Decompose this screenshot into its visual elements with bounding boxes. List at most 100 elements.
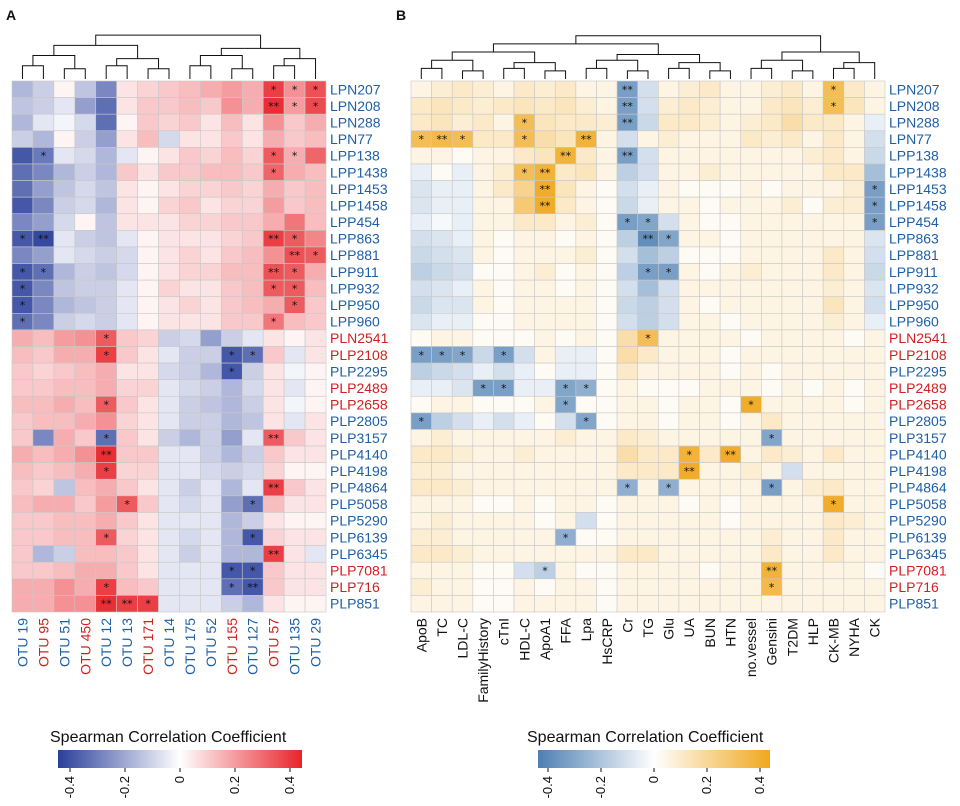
heatmap-cell (74, 395, 97, 414)
heatmap-cell (431, 578, 453, 596)
heatmap-cell (658, 80, 680, 98)
heatmap-cell (699, 313, 721, 331)
heatmap-cell (451, 163, 474, 181)
heatmap-cell (864, 462, 886, 480)
heatmap-cell (575, 196, 597, 215)
heatmap-cell (843, 246, 865, 264)
heatmap-cell (472, 329, 494, 347)
dendrogram-branch (32, 55, 76, 69)
heatmap-cell (304, 147, 327, 165)
heatmap-cell (472, 395, 494, 414)
heatmap-cell (431, 362, 453, 380)
heatmap-cell (493, 445, 515, 463)
column-label: OTU 127 (245, 618, 261, 675)
heatmap-cell (11, 512, 34, 530)
significance-marker: * (313, 249, 319, 262)
heatmap-cell (221, 595, 243, 613)
heatmap-cell (410, 395, 432, 414)
heatmap-cell (221, 263, 243, 281)
heatmap-cell (740, 329, 762, 347)
heatmap-cell (200, 561, 222, 580)
heatmap-cell (410, 263, 432, 281)
heatmap-cell (781, 180, 803, 198)
heatmap-cell (554, 545, 577, 563)
heatmap-cell (802, 362, 824, 380)
heatmap-cell (596, 561, 618, 580)
heatmap-cell (493, 462, 515, 480)
heatmap-cell (11, 395, 34, 414)
heatmap-cell (822, 163, 845, 181)
heatmap-cell (596, 80, 618, 98)
heatmap-cell (262, 412, 285, 430)
heatmap-cell (575, 147, 597, 165)
dendrogram-branch (116, 58, 160, 69)
heatmap-cell (843, 578, 865, 596)
heatmap-cell (32, 80, 55, 98)
row-label: LPN208 (330, 98, 381, 114)
row-label: PLP716 (889, 579, 939, 595)
heatmap-cell (158, 147, 180, 165)
heatmap-cell (616, 561, 638, 580)
significance-marker: * (292, 299, 298, 312)
heatmap-cell (262, 445, 285, 463)
heatmap-cell (699, 213, 721, 231)
heatmap-cell (283, 329, 306, 347)
dendrogram-branch (832, 67, 855, 79)
heatmap-cell (513, 561, 535, 580)
heatmap-cell (53, 346, 76, 364)
heatmap-cell (179, 329, 201, 347)
heatmap-cell (137, 80, 159, 98)
heatmap-cell (53, 180, 76, 198)
row-label: PLP2108 (889, 347, 947, 363)
heatmap-cell (802, 246, 824, 264)
heatmap-cell (637, 113, 659, 132)
heatmap-cell (781, 595, 803, 613)
heatmap-cell (262, 329, 285, 347)
heatmap-cell (554, 462, 577, 480)
heatmap-cell (451, 412, 474, 430)
heatmap-cell (843, 296, 865, 314)
heatmap-cell (740, 379, 762, 397)
heatmap-cell (410, 196, 432, 215)
heatmap-cell (431, 296, 453, 314)
heatmap-cell (761, 395, 783, 414)
heatmap-cell (179, 495, 201, 513)
heatmap-cell (116, 512, 138, 530)
heatmap-cell (761, 213, 783, 231)
row-label: PLP6345 (330, 546, 388, 562)
legend-tick-label: 0 (646, 776, 661, 783)
heatmap-cell (74, 362, 97, 380)
heatmap-cell (678, 147, 700, 165)
dendrogram-branch (678, 62, 721, 71)
heatmap-cell (410, 595, 432, 613)
row-label: PLP6139 (889, 529, 947, 545)
heatmap-cell (513, 246, 535, 264)
heatmap-cell (822, 263, 845, 281)
heatmap-cell (410, 478, 432, 497)
heatmap-cell (802, 512, 824, 530)
heatmap-cell (283, 130, 306, 148)
heatmap-cell (74, 528, 97, 546)
heatmap-cell (95, 512, 117, 530)
heatmap-cell (304, 478, 327, 497)
heatmap-cell (200, 462, 222, 480)
heatmap-cell (719, 147, 742, 165)
heatmap-cell (678, 528, 700, 546)
heatmap-cell (864, 97, 886, 115)
heatmap-cell (596, 462, 618, 480)
heatmap-cell (53, 512, 76, 530)
heatmap-cell (699, 263, 721, 281)
heatmap-cell (200, 362, 222, 380)
heatmap-cell (575, 263, 597, 281)
significance-marker: * (439, 349, 445, 362)
heatmap-cell (200, 545, 222, 563)
row-label: LPP863 (330, 231, 380, 247)
heatmap-cell (95, 80, 117, 98)
heatmap-cell (658, 545, 680, 563)
heatmap-cell (179, 296, 201, 314)
heatmap-cell (74, 279, 97, 298)
heatmap-cell (719, 230, 742, 248)
heatmap-cell (513, 545, 535, 563)
heatmap-cell (472, 545, 494, 563)
heatmap-cell (137, 296, 159, 314)
